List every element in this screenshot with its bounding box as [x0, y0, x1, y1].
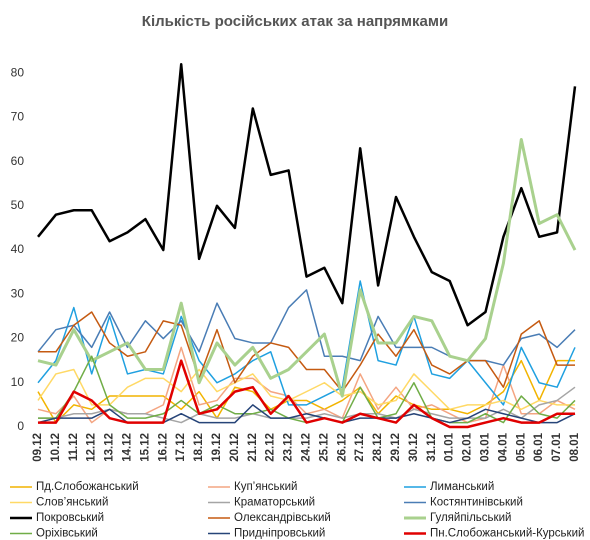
y-tick-label: 60 [11, 154, 25, 168]
x-tick-label: 26.12 [336, 433, 348, 462]
x-tick-label: 08.01 [569, 432, 581, 461]
x-tick-label: 06.01 [533, 432, 545, 461]
y-tick-label: 80 [11, 65, 25, 79]
series-line [38, 386, 576, 424]
x-tick-label: 20.12 [229, 433, 241, 462]
x-tick-label: 28.12 [372, 433, 384, 462]
series-line [37, 368, 575, 411]
y-tick-label: 0 [17, 419, 24, 433]
y-tick-label: 40 [11, 242, 25, 256]
legend-label: Олександрівський [234, 512, 331, 524]
y-tick-label: 50 [11, 198, 25, 212]
y-tick-label: 20 [11, 331, 25, 345]
x-tick-label: 25.12 [318, 433, 330, 462]
legend-label: Пн.Слобожанський-Курський [430, 528, 584, 540]
series-line [37, 137, 577, 398]
x-tick-label: 17.12 [175, 433, 187, 462]
x-tick-label: 29.12 [390, 433, 402, 462]
x-tick-label: 31.12 [426, 433, 438, 462]
x-tick-label: 15.12 [139, 433, 151, 462]
x-tick-label: 22.12 [265, 433, 277, 462]
legend-label: Покровський [36, 512, 104, 524]
x-tick-label: 27.12 [354, 433, 366, 462]
series-line [37, 63, 577, 327]
series-line [38, 359, 575, 429]
y-tick-label: 70 [11, 110, 25, 124]
y-tick-label: 10 [11, 375, 25, 389]
x-tick-label: 21.12 [247, 433, 259, 462]
x-tick-label: 07.01 [551, 432, 563, 461]
legend-label: Лиманський [430, 481, 494, 493]
legend-label: Слов’янський [36, 497, 108, 509]
y-tick-label: 30 [11, 286, 25, 300]
legend-label: Придніпровський [234, 528, 325, 540]
x-tick-label: 11.12 [68, 433, 80, 461]
x-tick-label: 12.12 [86, 433, 98, 462]
legend-label: Оріхівський [36, 528, 98, 540]
legend-label: Краматорський [234, 497, 315, 509]
chart-title: Кількість російських атак за напрямками [142, 13, 448, 30]
x-tick-label: 05.01 [515, 432, 527, 461]
series-line [37, 280, 576, 406]
x-tick-label: 04.01 [497, 432, 509, 461]
x-tick-label: 03.01 [480, 432, 492, 461]
x-tick-label: 10.12 [50, 433, 62, 462]
x-tick-label: 13.12 [104, 433, 116, 462]
legend-label: Куп’янський [234, 481, 297, 493]
legend-label: Пд.Слобожанський [36, 481, 139, 493]
x-tick-label: 01.01 [444, 432, 456, 461]
x-tick-label: 14.12 [122, 433, 134, 462]
x-tick-label: 30.12 [408, 433, 420, 462]
series-line [38, 311, 575, 393]
x-tick-label: 02.01 [462, 432, 474, 461]
x-tick-label: 16.12 [157, 433, 169, 462]
legend-label: Гуляйпільський [430, 512, 511, 524]
x-tick-label: 19.12 [211, 433, 223, 462]
legend-label: Костянтинівський [430, 497, 523, 509]
x-tick-label: 24.12 [301, 433, 313, 462]
x-tick-label: 18.12 [193, 433, 205, 462]
x-tick-label: 09.12 [32, 433, 44, 462]
x-tick-label: 23.12 [283, 433, 295, 462]
